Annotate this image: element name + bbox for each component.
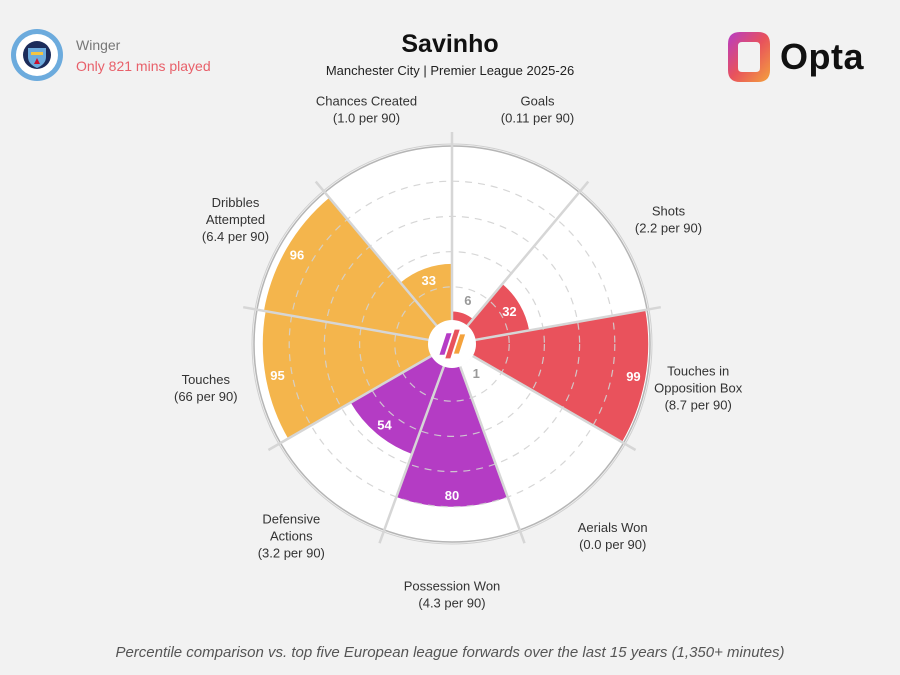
radar-axis-detail: (3.2 per 90) [258, 546, 325, 561]
radar-axis-label: Chances Created [316, 94, 417, 109]
brand-logo: Opta [726, 28, 864, 86]
radar-spoke [458, 364, 526, 544]
radar-axis-label: Shots [652, 204, 686, 219]
radar-axis-detail: (66 per 90) [174, 389, 238, 404]
radar-value-label: 6 [464, 293, 471, 308]
opta-logo-icon [727, 32, 770, 82]
radar-value-label: 99 [626, 369, 640, 384]
radar-value-label: 95 [270, 368, 284, 383]
radar-value-label: 32 [502, 304, 516, 319]
player-info: Winger Only 821 mins played [10, 28, 211, 82]
radar-value-label: 1 [473, 366, 480, 381]
radar-axis-label: Touches in [667, 363, 729, 378]
radar-axis-detail: (8.7 per 90) [665, 397, 732, 412]
footnote: Percentile comparison vs. top five Europ… [115, 644, 785, 661]
title-block: Savinho Manchester City | Premier League… [0, 30, 900, 78]
opta-center-icon [439, 329, 466, 359]
radar-bar-4 [396, 364, 508, 507]
radar-value-label: 33 [421, 273, 435, 288]
radar-bar-5 [350, 355, 445, 454]
radar-spoke [243, 305, 431, 342]
radar-axis-label: Possession Won [404, 579, 501, 594]
radar-axis-detail: (1.0 per 90) [333, 111, 400, 126]
player-position: Winger [76, 36, 121, 53]
radar-spoke [267, 353, 434, 452]
radar-axis-label: Attempted [206, 212, 265, 227]
radar-grid-ring [394, 286, 510, 402]
radar-bar-7 [263, 197, 438, 341]
manchester-city-crest-icon [11, 29, 63, 81]
radar-grid-ring [288, 180, 616, 508]
minutes-note: Only 821 mins played [76, 57, 211, 74]
radar-axis-detail: (0.0 per 90) [579, 537, 646, 552]
radar-axis-detail: (0.11 per 90) [501, 111, 574, 126]
radar-bar-1 [466, 284, 530, 341]
radar-bar-6 [262, 311, 433, 439]
radar-axis-label: Goals [521, 94, 555, 109]
radar-axis-label: Aerials Won [578, 520, 648, 535]
radar-bar-0 [452, 311, 473, 328]
subtitle: Manchester City | Premier League 2025-26 [325, 63, 575, 78]
radar-spoke [314, 180, 439, 328]
radar-spoke [473, 305, 661, 342]
radar-bar-8 [400, 263, 452, 328]
radar-spoke [470, 353, 637, 452]
player-name: Savinho [401, 30, 499, 58]
radar-value-label: 54 [377, 417, 392, 432]
radar-spoke [378, 364, 446, 544]
radar-spoke [465, 180, 590, 328]
radar-axis-label: Opposition Box [654, 380, 743, 395]
radar-axis-label: Touches [182, 372, 231, 387]
radar-axis-label: Actions [270, 529, 313, 544]
radar-axis-label: Defensive [262, 512, 320, 527]
radar-value-label: 80 [445, 488, 459, 503]
radar-axis-label: Dribbles [212, 195, 260, 210]
brand-name: Opta [779, 36, 864, 77]
radar-axis-detail: (4.3 per 90) [418, 596, 485, 611]
radar-value-label: 96 [290, 248, 304, 263]
radar-bar-2 [471, 309, 649, 443]
radar-axis-detail: (6.4 per 90) [202, 229, 269, 244]
radar-axis-detail: (2.2 per 90) [635, 221, 702, 236]
